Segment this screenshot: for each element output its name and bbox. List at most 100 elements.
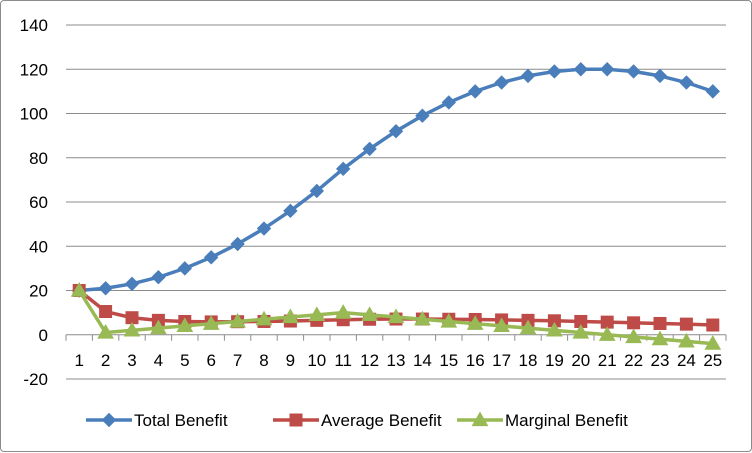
data-point bbox=[679, 317, 693, 331]
x-tick-label: 10 bbox=[307, 351, 326, 370]
data-point bbox=[151, 270, 166, 285]
y-tick-label: 20 bbox=[29, 282, 48, 301]
legend-marker bbox=[471, 411, 489, 427]
x-tick-label: 17 bbox=[492, 351, 511, 370]
legend-label: Marginal Benefit bbox=[505, 411, 628, 430]
data-point bbox=[546, 321, 563, 337]
data-point bbox=[229, 312, 246, 328]
x-tick-label: 9 bbox=[286, 351, 295, 370]
data-point bbox=[335, 161, 351, 177]
legend-marker bbox=[101, 412, 117, 428]
y-tick-label: 80 bbox=[29, 149, 48, 168]
data-point bbox=[626, 64, 641, 79]
data-point bbox=[440, 312, 458, 328]
x-tick-label: 4 bbox=[154, 351, 163, 370]
y-tick-label: 140 bbox=[20, 16, 48, 35]
data-point bbox=[704, 335, 722, 350]
data-point bbox=[652, 68, 668, 84]
x-tick-label: 1 bbox=[74, 351, 83, 370]
legend-item: Total Benefit bbox=[86, 411, 228, 430]
y-tick-label: 60 bbox=[29, 193, 48, 212]
data-point bbox=[124, 276, 140, 292]
legend-marker bbox=[289, 413, 303, 427]
data-point bbox=[255, 310, 273, 326]
data-point bbox=[308, 306, 326, 321]
x-tick-label: 11 bbox=[334, 351, 352, 370]
legend-label: Total Benefit bbox=[134, 411, 228, 430]
x-tick-label: 23 bbox=[651, 351, 670, 370]
data-point bbox=[98, 281, 113, 296]
x-tick-label: 7 bbox=[233, 351, 242, 370]
data-point bbox=[679, 75, 694, 90]
series-total-benefit bbox=[71, 62, 721, 298]
data-point bbox=[572, 324, 590, 339]
data-point bbox=[334, 304, 352, 319]
data-point bbox=[547, 64, 562, 79]
data-point bbox=[598, 326, 616, 341]
data-point bbox=[150, 319, 167, 335]
y-tick-label: 40 bbox=[29, 237, 48, 256]
legend-item: Average Benefit bbox=[273, 411, 442, 430]
data-point bbox=[520, 68, 536, 84]
data-point bbox=[415, 108, 430, 123]
x-tick-label: 22 bbox=[624, 351, 643, 370]
x-tick-label: 16 bbox=[466, 351, 485, 370]
x-tick-label: 21 bbox=[598, 351, 617, 370]
data-point bbox=[493, 317, 510, 333]
data-point bbox=[466, 315, 484, 330]
y-tick-label: -20 bbox=[23, 370, 48, 389]
data-point bbox=[441, 95, 457, 110]
data-point bbox=[387, 308, 405, 324]
data-point bbox=[309, 183, 325, 199]
legend-item: Marginal Benefit bbox=[457, 411, 628, 430]
series-line bbox=[79, 67, 714, 293]
x-axis-ticks: 1 2 3 4 5 6 7 8 9 10 11 12 13 14 15 16 17 18 19 20 21 22 23 24 2… bbox=[65, 334, 727, 370]
y-tick-label: 0 bbox=[39, 326, 48, 345]
y-tick-label: 100 bbox=[20, 105, 48, 124]
legend: Total Benefit Average Benefit Marginal Ben… bbox=[86, 411, 628, 430]
data-point bbox=[625, 328, 642, 344]
series-layer bbox=[70, 62, 722, 350]
data-point bbox=[97, 324, 114, 339]
data-point bbox=[99, 305, 113, 319]
series-average-benefit bbox=[72, 284, 720, 332]
x-tick-label: 20 bbox=[571, 351, 590, 370]
x-tick-label: 13 bbox=[387, 351, 406, 370]
gridlines bbox=[66, 24, 726, 380]
data-point bbox=[519, 319, 537, 335]
data-point bbox=[256, 221, 272, 236]
data-point bbox=[177, 261, 193, 276]
data-point bbox=[230, 236, 245, 252]
y-axis-ticks: -20 0 20 40 60 80 100 120 140 bbox=[20, 16, 48, 389]
data-point bbox=[653, 316, 667, 330]
data-point bbox=[176, 317, 194, 333]
data-point bbox=[467, 84, 483, 99]
x-tick-label: 8 bbox=[259, 351, 268, 370]
data-point bbox=[70, 281, 88, 297]
data-point bbox=[705, 84, 721, 99]
y-tick-label: 120 bbox=[20, 60, 48, 79]
x-tick-label: 18 bbox=[519, 351, 538, 370]
data-point bbox=[678, 332, 695, 348]
x-tick-label: 25 bbox=[703, 351, 722, 370]
x-tick-label: 2 bbox=[101, 351, 110, 370]
data-point bbox=[282, 308, 299, 324]
data-point bbox=[599, 62, 615, 77]
data-point bbox=[706, 318, 720, 332]
data-point bbox=[202, 315, 220, 330]
x-tick-label: 6 bbox=[206, 351, 215, 370]
x-tick-label: 14 bbox=[413, 351, 432, 370]
x-tick-label: 3 bbox=[127, 351, 136, 370]
legend-label: Average Benefit bbox=[321, 411, 442, 430]
data-point bbox=[283, 203, 298, 219]
data-point bbox=[362, 141, 377, 157]
x-tick-label: 19 bbox=[545, 351, 564, 370]
data-point bbox=[414, 310, 431, 326]
data-point bbox=[203, 250, 219, 265]
x-tick-label: 12 bbox=[360, 351, 379, 370]
x-tick-label: 5 bbox=[180, 351, 189, 370]
data-point bbox=[651, 330, 669, 346]
data-point bbox=[123, 321, 141, 337]
